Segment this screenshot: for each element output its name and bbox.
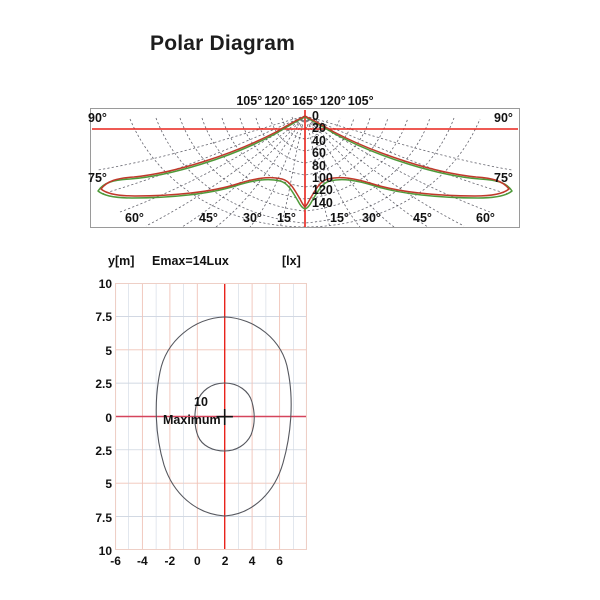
isolux-x-tick-6: 6 [276, 554, 283, 568]
isolux-x-tick-labels: -6 -4 -2 0 2 4 6 [110, 554, 307, 572]
isolux-contour-inner [194, 382, 255, 452]
polar-top-label-4: 105° [347, 94, 374, 108]
isolux-y-tick-10-top: 10 [98, 277, 112, 291]
polar-bottom-labels-left: 60° 45° 30° 15° [125, 211, 310, 227]
polar-label-right-90: 90° [494, 111, 513, 125]
isolux-diagram-figure: y[m] Emax=14Lux [lx] [92, 254, 322, 574]
polar-radial-tick-100: 100 [312, 170, 333, 185]
isolux-y-tick-10-bot: 10 [98, 544, 112, 558]
isolux-y-tick-5-bot: 5 [105, 477, 112, 491]
polar-radial-tick-120: 120 [312, 183, 333, 198]
isolux-y-tick-7-5-top: 7.5 [95, 310, 112, 324]
polar-bottom-tick-left-30: 30° [243, 211, 262, 225]
polar-bottom-tick-right-45: 45° [413, 211, 432, 225]
polar-radial-tick-60: 60 [312, 146, 326, 161]
isolux-annotation-maximum: Maximum [163, 413, 221, 427]
isolux-annotation-level: 10 [194, 395, 208, 409]
polar-bottom-labels-right: 15° 30° 45° 60° [312, 211, 502, 227]
isolux-x-tick-4: 4 [248, 554, 256, 568]
polar-top-label-1: 120° [264, 94, 291, 108]
polar-plot-area [90, 108, 520, 228]
isolux-emax-label: Emax=14Lux [152, 254, 229, 268]
isolux-y-axis-label: y[m] [108, 254, 135, 268]
polar-curve-c90 [97, 116, 513, 210]
isolux-x-tick-0: 0 [193, 554, 201, 568]
isolux-x-tick-neg6: -6 [110, 554, 121, 568]
polar-bottom-tick-left-15: 15° [277, 211, 296, 225]
isolux-x-tick-neg2: -2 [164, 554, 176, 568]
isolux-plot-frame [115, 283, 307, 550]
isolux-minor-gridlines [116, 316, 306, 517]
polar-top-label-2: 165° [292, 94, 318, 108]
isolux-header: y[m] Emax=14Lux [lx] [92, 254, 322, 272]
polar-curve-c0 [100, 115, 510, 208]
isolux-y-tick-5-top: 5 [105, 344, 112, 358]
polar-label-left-90: 90° [88, 111, 107, 125]
isolux-contour-outer [155, 316, 292, 517]
polar-top-label-3: 120° [319, 94, 346, 108]
page-title: Polar Diagram [150, 32, 295, 55]
isolux-y-tick-0: 0 [105, 411, 112, 425]
isolux-x-tick-neg4: -4 [137, 554, 148, 568]
polar-label-left-75: 75° [88, 171, 107, 185]
polar-bottom-tick-left-60: 60° [125, 211, 144, 225]
polar-bottom-tick-right-15: 15° [330, 211, 349, 225]
polar-radial-tick-0: 0 [312, 109, 319, 123]
polar-diagram-figure: 105° 120° 165° 120° 105° [88, 94, 520, 228]
maximum-cross-icon [216, 409, 233, 425]
isolux-plot-area: 10 Maximum [115, 283, 307, 550]
isolux-unit-label: [lx] [282, 254, 301, 268]
polar-radial-scale: 0 20 40 60 80 100 120 140 [312, 109, 356, 210]
isolux-y-tick-2-5-top: 2.5 [95, 377, 112, 391]
polar-bottom-tick-right-30: 30° [362, 211, 381, 225]
polar-radial-tick-80: 80 [312, 158, 326, 173]
polar-bottom-tick-left-45: 45° [199, 211, 218, 225]
polar-top-angle-labels: 105° 120° 165° 120° 105° [90, 94, 520, 110]
polar-radial-tick-40: 40 [312, 133, 326, 148]
isolux-y-tick-7-5-bot: 7.5 [95, 511, 112, 525]
isolux-y-tick-2-5-bot: 2.5 [95, 444, 112, 458]
polar-radial-tick-20: 20 [312, 121, 326, 136]
polar-bottom-tick-right-60: 60° [476, 211, 495, 225]
polar-top-label-0: 105° [236, 94, 263, 108]
isolux-x-tick-2: 2 [221, 554, 229, 568]
polar-label-right-75: 75° [494, 171, 513, 185]
isolux-y-tick-labels: 10 7.5 5 2.5 0 2.5 5 7.5 10 [92, 277, 112, 558]
polar-radial-tick-140: 140 [312, 195, 333, 210]
